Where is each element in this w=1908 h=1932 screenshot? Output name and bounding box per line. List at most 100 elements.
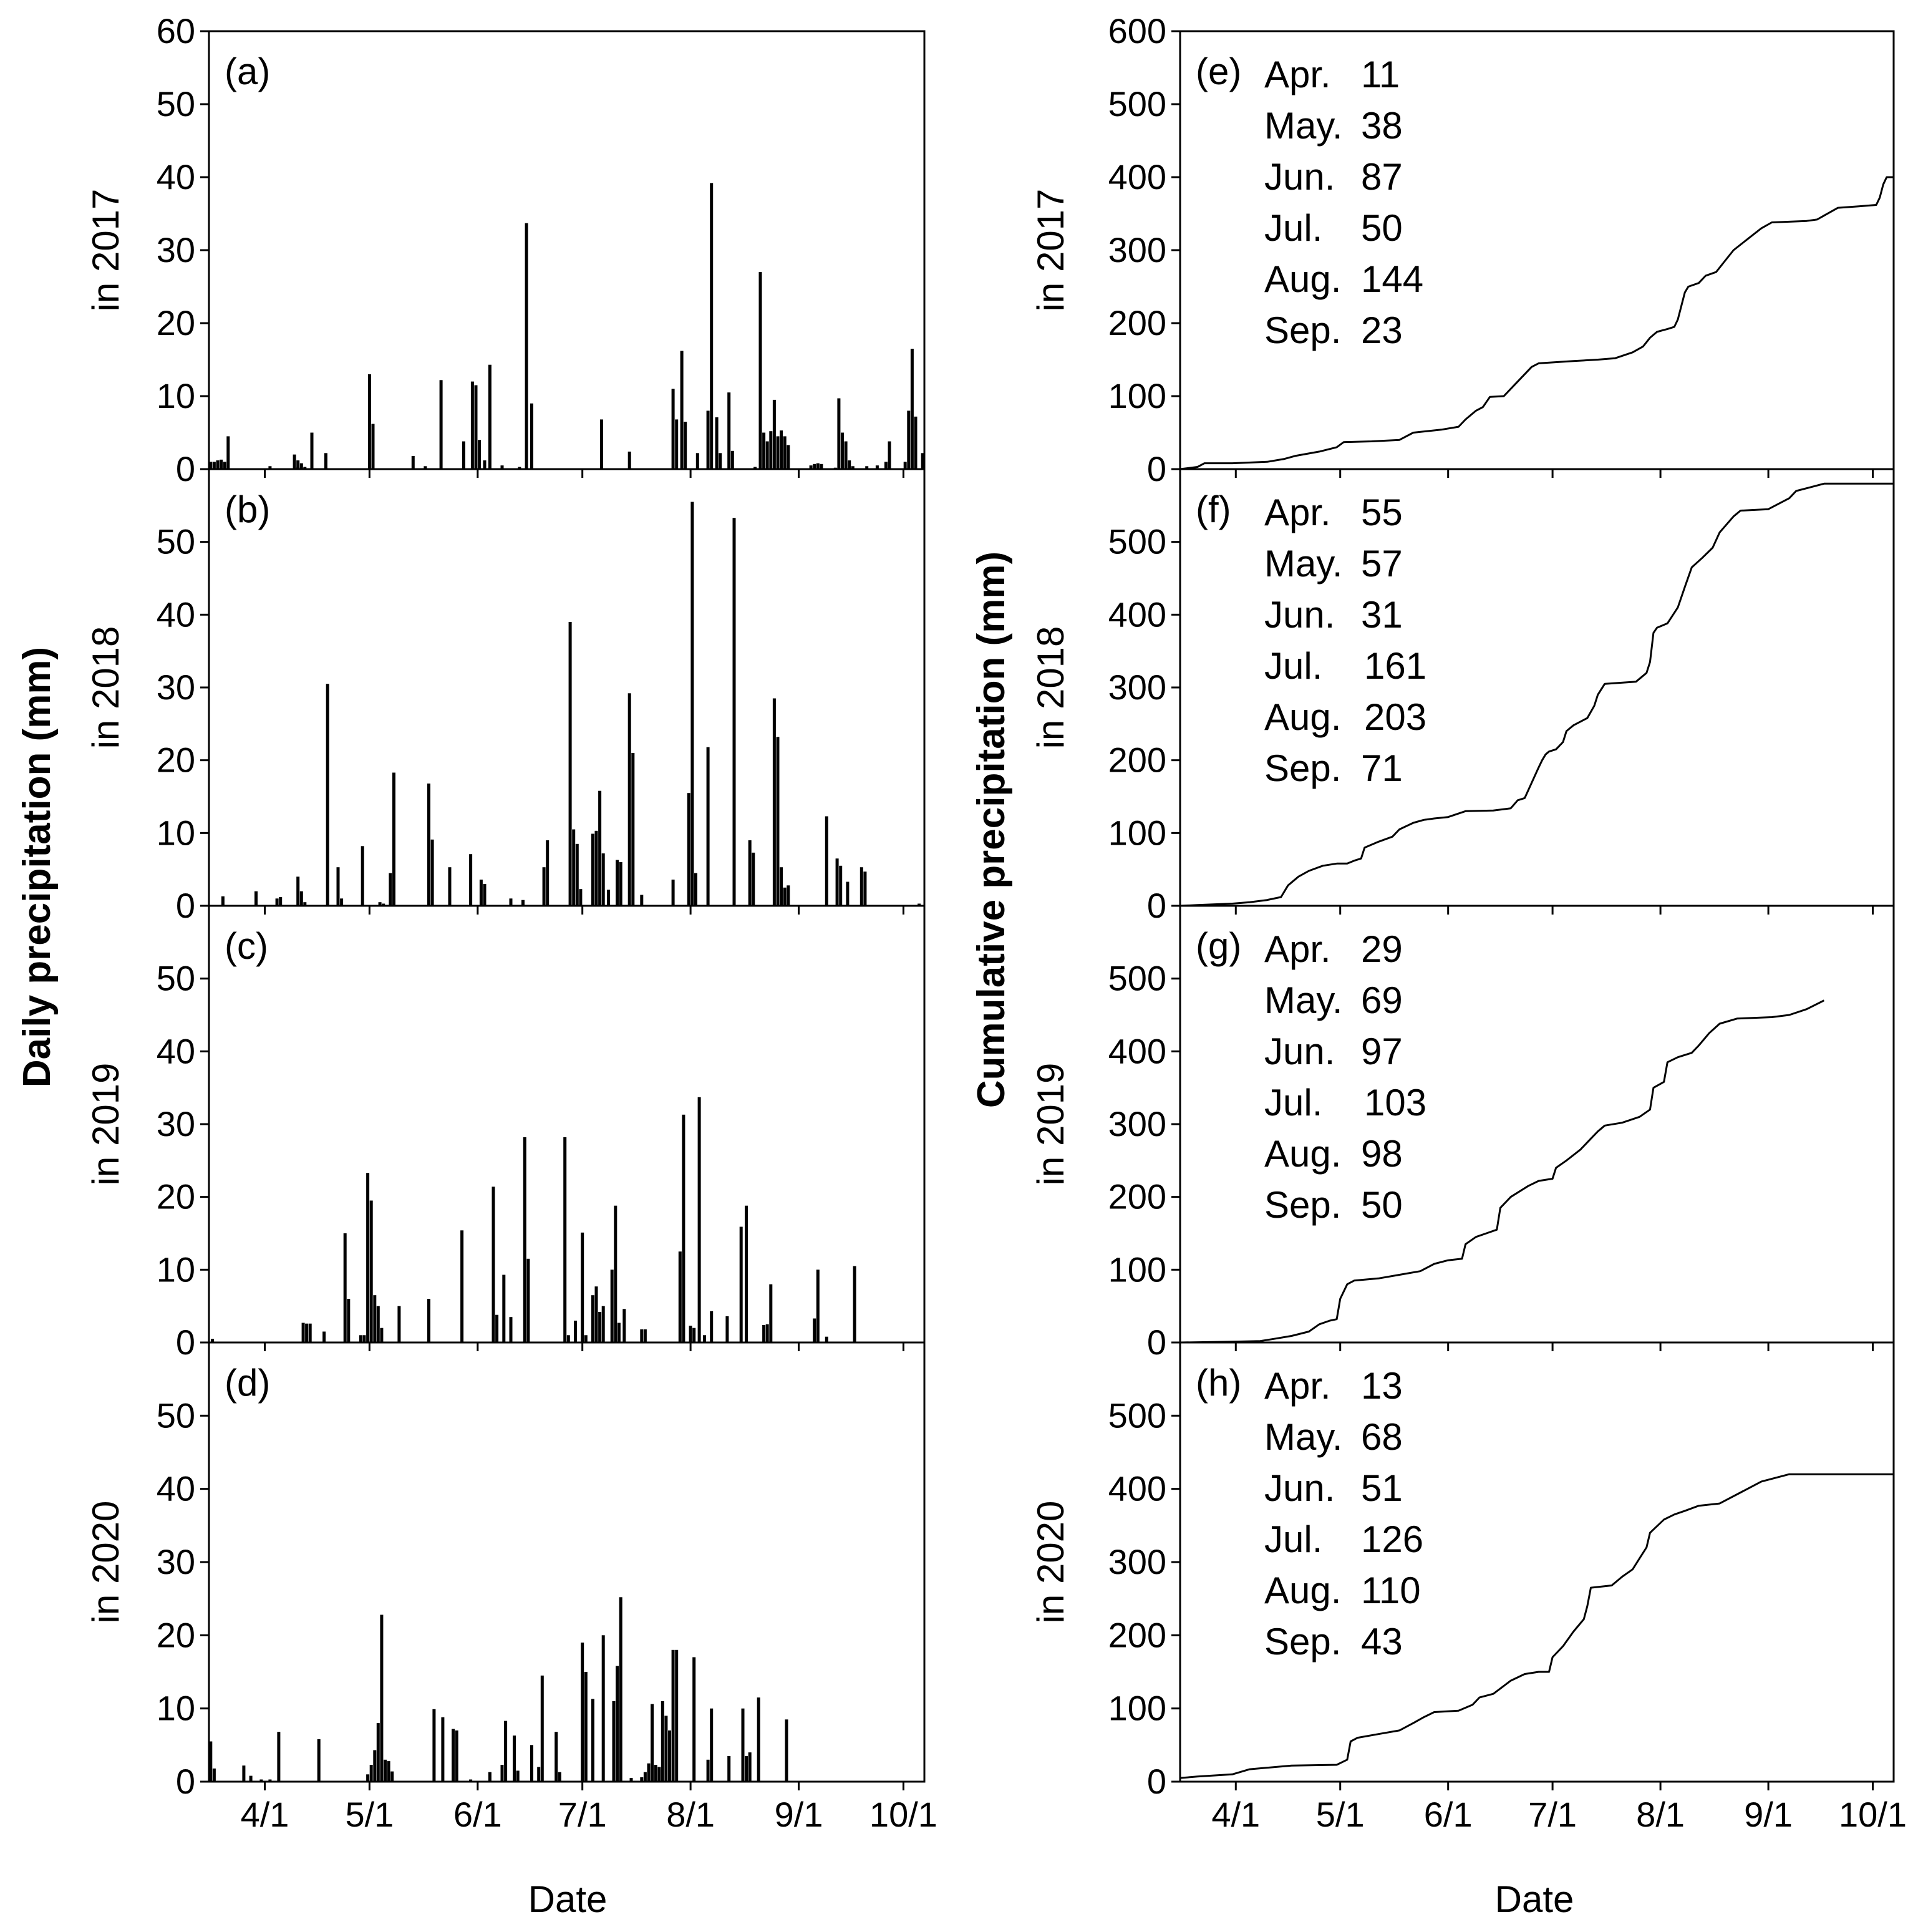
month-total-value: 50 — [1361, 1184, 1403, 1226]
y-tick-label: 60 — [157, 11, 195, 51]
x-tick-label: 7/1 — [558, 1795, 607, 1834]
bar-a-48 — [776, 436, 780, 469]
bar-a-28 — [530, 403, 533, 469]
bar-b-19 — [479, 880, 483, 906]
bar-a-42 — [753, 467, 757, 469]
bar-b-54 — [839, 865, 843, 906]
bar-a-29 — [599, 419, 603, 469]
bar-b-22 — [521, 900, 525, 906]
bar-a-45 — [765, 441, 769, 469]
row-year-label: in 2017 — [85, 189, 127, 312]
bar-a-36 — [706, 410, 710, 469]
bar-b-15 — [427, 784, 430, 906]
panel-label: (c) — [225, 925, 268, 967]
bar-a-3 — [220, 459, 223, 469]
x-tick-label: 5/1 — [345, 1795, 394, 1834]
panel-f: Apr. 55 May. 57 Jun. 31 Jul. 161 Aug. 203 Sep. 71 0 1… — [1030, 468, 1895, 925]
bar-c-27 — [584, 1335, 588, 1342]
y-tick-label: 0 — [176, 1762, 195, 1801]
bar-a-14 — [367, 374, 371, 469]
bar-a-9 — [296, 460, 300, 469]
bar-d-37 — [619, 1597, 622, 1782]
bar-d-19 — [455, 1730, 458, 1782]
bar-c-22 — [526, 1258, 530, 1342]
bar-a-39 — [719, 453, 722, 469]
bar-c-52 — [816, 1269, 820, 1342]
y-tick-label: 100 — [1108, 376, 1166, 415]
month-total-value: 68 — [1361, 1416, 1403, 1458]
bar-d-15 — [390, 1771, 394, 1782]
bar-c-28 — [591, 1295, 594, 1342]
bar-a-19 — [462, 441, 465, 469]
bar-d-57 — [757, 1697, 760, 1782]
bar-b-0 — [221, 896, 225, 906]
bar-b-18 — [469, 854, 473, 906]
bar-d-35 — [612, 1701, 616, 1782]
bar-c-23 — [563, 1137, 567, 1342]
bar-d-6 — [277, 1732, 281, 1782]
bar-d-20 — [469, 1779, 473, 1782]
bar-c-41 — [692, 1328, 696, 1342]
panel-e: Apr. 11 May. 38 Jun. 87 Jul. 50 Aug. 144 Sep. 23 0 10… — [1030, 11, 1895, 488]
bar-d-52 — [710, 1708, 714, 1782]
bar-b-35 — [619, 862, 622, 906]
bar-c-12 — [376, 1306, 380, 1342]
bar-b-55 — [846, 881, 850, 906]
bar-b-20 — [483, 884, 487, 906]
bar-b-2 — [275, 898, 279, 906]
bar-d-11 — [376, 1723, 380, 1782]
x-tick-label: 10/1 — [1839, 1795, 1907, 1834]
x-tick-label: 4/1 — [241, 1795, 289, 1834]
bar-a-38 — [715, 417, 719, 469]
panel-label: (g) — [1196, 925, 1241, 967]
bar-a-62 — [865, 466, 869, 469]
y-tick-label: 100 — [1108, 813, 1166, 852]
panel-label: (e) — [1196, 51, 1241, 92]
bar-d-58 — [785, 1719, 788, 1782]
bar-a-58 — [841, 432, 844, 469]
bar-a-63 — [875, 465, 879, 469]
bar-b-39 — [671, 880, 675, 906]
month-total-value: 57 — [1361, 543, 1403, 585]
bar-b-4 — [296, 876, 300, 906]
y-tick-label: 0 — [176, 886, 195, 925]
y-tick-label: 50 — [157, 522, 195, 561]
bar-c-42 — [697, 1097, 701, 1342]
bar-a-26 — [518, 467, 521, 469]
bar-b-1 — [254, 891, 258, 906]
bar-c-46 — [739, 1226, 743, 1342]
bar-b-44 — [732, 518, 736, 906]
bar-b-58 — [918, 903, 921, 906]
bar-d-22 — [500, 1765, 504, 1782]
month-total-value: 98 — [1361, 1133, 1403, 1175]
month-total-value: 126 — [1361, 1518, 1423, 1560]
month-total-value: 11 — [1361, 54, 1400, 95]
row-year-label: in 2018 — [85, 626, 127, 749]
bar-c-1 — [301, 1323, 305, 1342]
month-total-value: 50 — [1361, 207, 1403, 249]
plot-frame-d — [208, 1341, 926, 1783]
bar-d-32 — [584, 1672, 588, 1782]
bar-c-53 — [825, 1336, 828, 1342]
bar-c-6 — [347, 1299, 351, 1342]
y-tick-label: 40 — [157, 157, 195, 197]
bar-c-4 — [322, 1331, 326, 1342]
bar-b-57 — [863, 871, 867, 906]
plot-frame-b — [208, 468, 926, 907]
bar-d-16 — [432, 1709, 436, 1782]
bar-a-21 — [474, 385, 478, 469]
panel-label: (d) — [225, 1362, 270, 1404]
bar-c-36 — [640, 1329, 644, 1342]
bar-a-67 — [907, 410, 911, 469]
y-tick-label: 0 — [1147, 449, 1166, 488]
bar-d-45 — [661, 1701, 664, 1782]
bar-c-16 — [460, 1230, 464, 1342]
bar-b-14 — [392, 772, 395, 906]
bar-a-5 — [226, 436, 230, 469]
y-tick-label: 20 — [157, 1177, 195, 1216]
bar-c-33 — [614, 1205, 617, 1342]
y-tick-label: 20 — [157, 1615, 195, 1654]
bar-b-42 — [694, 873, 697, 906]
